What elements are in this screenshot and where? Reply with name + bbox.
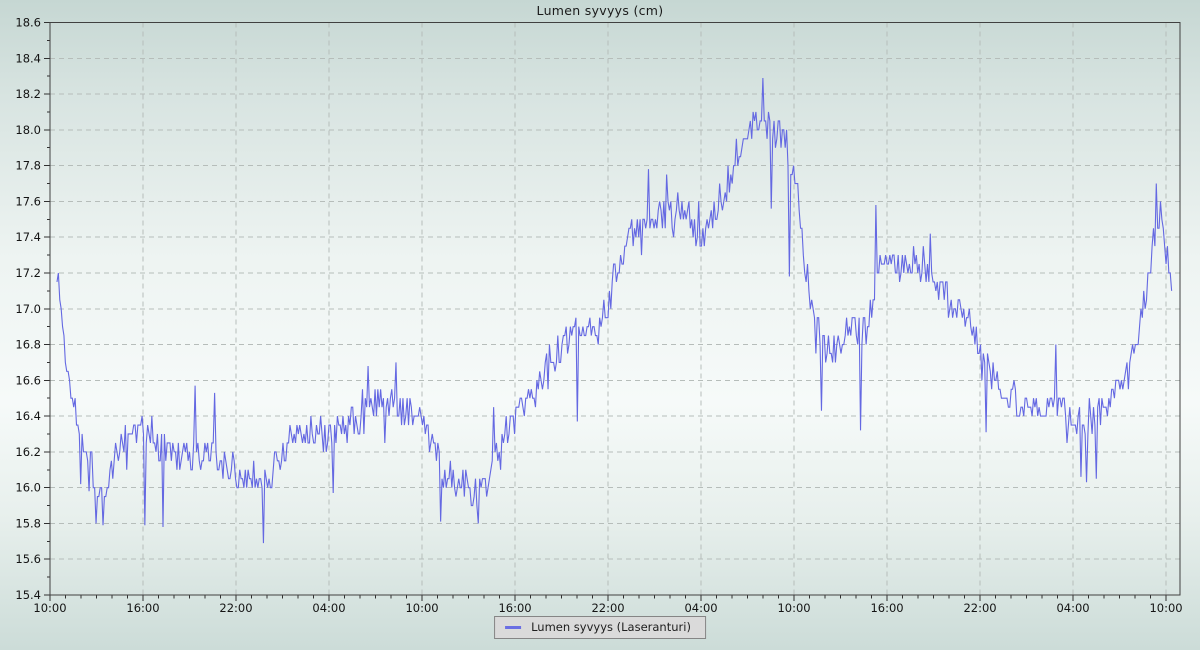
y-tick-label: 16.0 [15,481,41,495]
chart-title: Lumen syvyys (cm) [536,3,664,18]
axis-ticks [44,22,1167,601]
y-tick-label: 18.0 [15,123,41,137]
x-tick-label: 10:00 [33,601,66,615]
x-tick-label: 04:00 [684,601,717,615]
x-tick-label: 16:00 [870,601,903,615]
legend-series-label: Lumen syvyys (Laseranturi) [531,620,691,634]
y-tick-label: 17.8 [15,159,41,173]
y-tick-label: 15.8 [15,516,41,530]
x-tick-label: 10:00 [777,601,810,615]
plot-frame [49,22,1181,596]
y-tick-label: 18.4 [15,51,41,65]
x-tick-label: 04:00 [1056,601,1089,615]
x-tick-label: 22:00 [591,601,624,615]
y-tick-label: 16.4 [15,409,41,423]
y-tick-label: 17.2 [15,266,41,280]
gridlines [50,22,1180,595]
x-tick-label: 22:00 [219,601,252,615]
y-tick-label: 18.2 [15,87,41,101]
y-tick-label: 16.2 [15,445,41,459]
y-tick-label: 17.4 [15,230,41,244]
y-tick-label: 17.6 [15,194,41,208]
x-tick-label: 10:00 [405,601,438,615]
axis-tick-labels: 15.4 15.6 15.8 16.0 16.2 16.4 16.6 16.8 17.0 17.2… [15,16,1182,616]
y-tick-label: 16.6 [15,373,41,387]
x-tick-label: 04:00 [312,601,345,615]
series-lumen-syvyys-line [56,77,1173,544]
legend-box: Lumen syvyys (Laseranturi) [494,616,706,639]
y-tick-label: 16.8 [15,338,41,352]
x-tick-label: 16:00 [126,601,159,615]
y-tick-label: 15.4 [15,588,41,602]
legend-line-sample-icon [505,625,522,629]
y-tick-label: 18.6 [15,16,41,30]
y-tick-label: 15.6 [15,552,41,566]
x-tick-label: 22:00 [963,601,996,615]
x-tick-label: 10:00 [1149,601,1182,615]
y-tick-label: 17.0 [15,302,41,316]
x-tick-label: 16:00 [498,601,531,615]
